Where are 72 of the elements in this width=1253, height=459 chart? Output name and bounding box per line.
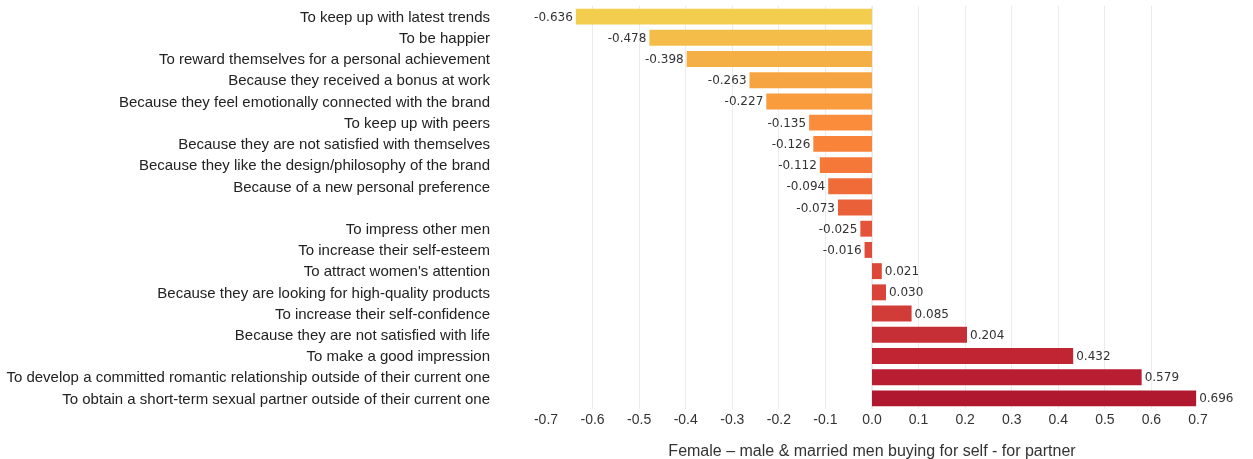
data-label: -0.398	[644, 52, 684, 67]
data-label: 0.030	[888, 285, 924, 300]
y-tick-label: Because of a new personal preference	[233, 177, 490, 195]
bar	[828, 178, 872, 195]
x-tick-label: 0.3	[1001, 411, 1022, 427]
bar	[809, 114, 872, 131]
y-tick-label: To increase their self-esteem	[298, 241, 490, 259]
y-tick-label: To keep up with peers	[344, 113, 490, 131]
bar	[872, 369, 1142, 386]
y-tick-label: Because they are not satisfied with life	[234, 326, 490, 344]
y-tick-label: Because they received a bonus at work	[228, 71, 491, 89]
x-tick-label: 0.2	[955, 411, 976, 427]
x-tick-label: 0.1	[908, 411, 929, 427]
y-tick-label: To develop a committed romantic relationship outside of their current one	[6, 368, 490, 386]
x-tick-label: -0.3	[720, 411, 745, 427]
x-tick-label: 0.4	[1048, 411, 1069, 427]
y-tick-label: Because they are looking for high-quality products	[157, 283, 490, 301]
data-label: 0.432	[1076, 348, 1111, 363]
y-tick-label: To impress other men	[345, 219, 490, 237]
bar	[686, 51, 872, 67]
x-tick-label: -0.5	[627, 411, 652, 427]
bar	[872, 348, 1074, 364]
x-tick-label: -0.6	[580, 411, 605, 427]
bar	[872, 263, 882, 280]
x-axis-title: Female – male & married men buying for self - for partner	[668, 442, 1077, 459]
data-label: -0.016	[822, 242, 862, 257]
x-tick-label: -0.1	[813, 411, 838, 427]
bar	[575, 8, 872, 25]
bar	[872, 390, 1197, 407]
data-label: -0.478	[607, 30, 647, 45]
data-label: 0.579	[1144, 370, 1180, 385]
bar	[819, 157, 872, 174]
x-tick-label: 0.7	[1188, 411, 1208, 427]
data-label: -0.636	[534, 9, 573, 24]
data-label: -0.126	[771, 136, 811, 151]
x-tick-label: -0.4	[673, 411, 698, 427]
x-tick-label: 0.6	[1141, 411, 1162, 427]
y-tick-label: To attract women's attention	[303, 262, 490, 280]
bar	[649, 29, 872, 46]
y-tick-label: Because they like the design/philosophy of the brand	[138, 156, 490, 174]
bar	[838, 199, 872, 216]
data-label: -0.112	[778, 158, 817, 173]
data-label: -0.135	[767, 115, 807, 130]
data-label: -0.025	[818, 221, 858, 236]
data-label: 0.204	[970, 327, 1005, 342]
bar	[872, 305, 912, 322]
bar	[872, 326, 968, 343]
bar	[749, 72, 872, 89]
x-tick-label: 0.5	[1095, 411, 1115, 427]
x-tick-label: -0.2	[766, 411, 792, 427]
bar	[860, 220, 872, 237]
y-tick-label: To increase their self-confidence	[274, 304, 490, 322]
y-tick-label: To reward themselves for a personal achievement	[159, 50, 491, 68]
bar	[872, 284, 886, 301]
y-tick-label: Because they are not satisfied with themselves	[178, 135, 490, 153]
y-tick-label: To be happier	[399, 29, 490, 47]
bar	[813, 135, 872, 152]
data-label: -0.227	[724, 94, 764, 109]
data-label: -0.073	[796, 200, 835, 215]
y-tick-label: To make a good impression	[306, 347, 490, 365]
data-label: -0.094	[786, 179, 826, 194]
bar	[766, 93, 872, 110]
y-tick-label: To obtain a short-term sexual partner outside of their current one	[62, 389, 490, 407]
data-label: -0.263	[707, 73, 747, 88]
y-tick-label: Because they feel emotionally connected with the brand	[118, 92, 490, 110]
data-label: 0.021	[884, 264, 920, 279]
y-tick-label: To keep up with latest trends	[299, 7, 490, 25]
data-label: 0.696	[1199, 391, 1234, 406]
x-tick-label: -0.7	[533, 411, 559, 427]
data-label: 0.085	[914, 306, 949, 321]
x-tick-label: 0.0	[862, 411, 882, 427]
bar	[864, 241, 872, 258]
